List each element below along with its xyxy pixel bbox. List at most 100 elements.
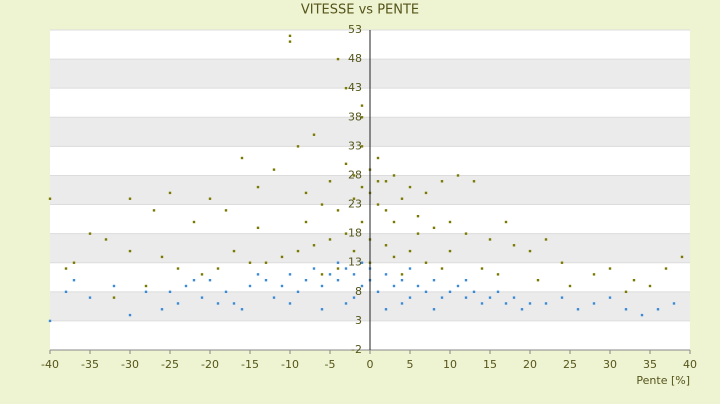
x-tick-label: -40	[41, 358, 59, 371]
point	[472, 180, 476, 183]
point	[344, 162, 348, 166]
point	[328, 180, 332, 183]
point	[384, 273, 388, 276]
point	[296, 290, 300, 294]
point	[672, 302, 676, 305]
point	[360, 261, 364, 264]
point	[104, 238, 108, 241]
point	[680, 255, 684, 259]
y-tick-label: -2	[351, 343, 362, 356]
point	[472, 290, 476, 294]
x-tick-label: -25	[161, 358, 179, 371]
point	[560, 261, 564, 264]
point	[424, 191, 428, 195]
point	[344, 302, 348, 305]
point	[520, 308, 524, 311]
point	[576, 308, 580, 311]
point	[88, 296, 92, 299]
point	[408, 185, 412, 189]
point	[296, 249, 300, 253]
point	[160, 308, 164, 311]
point	[280, 255, 284, 259]
point	[400, 302, 404, 305]
point	[400, 197, 404, 200]
y-tick-label: 8	[355, 285, 362, 298]
point	[408, 296, 412, 299]
y-tick-label: 28	[348, 168, 362, 181]
x-tick-label: -20	[201, 358, 219, 371]
point	[424, 261, 428, 264]
point	[128, 313, 132, 317]
point	[288, 40, 292, 43]
point	[432, 278, 436, 282]
point	[112, 284, 116, 288]
point	[256, 185, 260, 189]
point	[144, 284, 148, 288]
point	[200, 273, 204, 276]
x-tick-label: 15	[483, 358, 497, 371]
point	[512, 244, 516, 247]
point	[376, 156, 380, 160]
point	[560, 296, 564, 299]
point	[208, 278, 212, 282]
point	[384, 244, 388, 247]
x-tick-label: 40	[683, 358, 697, 371]
point	[128, 249, 132, 253]
point	[360, 116, 364, 119]
point	[360, 220, 364, 224]
point	[72, 261, 76, 264]
point	[296, 145, 300, 148]
point	[416, 214, 420, 218]
x-tick-label: 5	[407, 358, 414, 371]
point	[384, 209, 388, 212]
point	[344, 267, 348, 270]
point	[288, 34, 292, 38]
point	[456, 174, 460, 177]
point	[352, 197, 356, 200]
point	[504, 220, 508, 224]
point	[592, 273, 596, 276]
point	[664, 267, 668, 270]
point	[488, 238, 492, 241]
point	[480, 302, 484, 305]
y-tick-label: 23	[348, 198, 362, 211]
point	[256, 273, 260, 276]
point	[400, 278, 404, 282]
x-tick-label: 20	[523, 358, 537, 371]
point	[448, 290, 452, 294]
point	[320, 284, 324, 288]
x-tick-label: -15	[241, 358, 259, 371]
point	[272, 168, 276, 171]
point	[568, 284, 572, 288]
x-tick-label: 10	[443, 358, 457, 371]
point	[440, 267, 444, 270]
point	[536, 278, 540, 282]
point	[480, 267, 484, 270]
y-tick-label: 13	[348, 256, 362, 269]
point	[336, 278, 340, 282]
point	[264, 261, 268, 264]
point	[624, 308, 628, 311]
point	[328, 273, 332, 276]
point	[248, 261, 252, 264]
point	[488, 296, 492, 299]
point	[352, 249, 356, 253]
x-tick-label: -35	[81, 358, 99, 371]
point	[392, 284, 396, 288]
point	[592, 302, 596, 305]
x-tick-label: 35	[643, 358, 657, 371]
y-tick-label: 3	[355, 314, 362, 327]
point	[448, 249, 452, 253]
point	[360, 104, 364, 107]
point	[216, 302, 220, 305]
point	[184, 284, 188, 288]
point	[464, 296, 468, 299]
point	[392, 174, 396, 177]
point	[504, 302, 508, 305]
point	[128, 197, 132, 200]
point	[632, 278, 636, 282]
point	[192, 220, 196, 224]
chart-title: VITESSE vs PENTE	[301, 3, 419, 18]
point	[64, 267, 68, 270]
